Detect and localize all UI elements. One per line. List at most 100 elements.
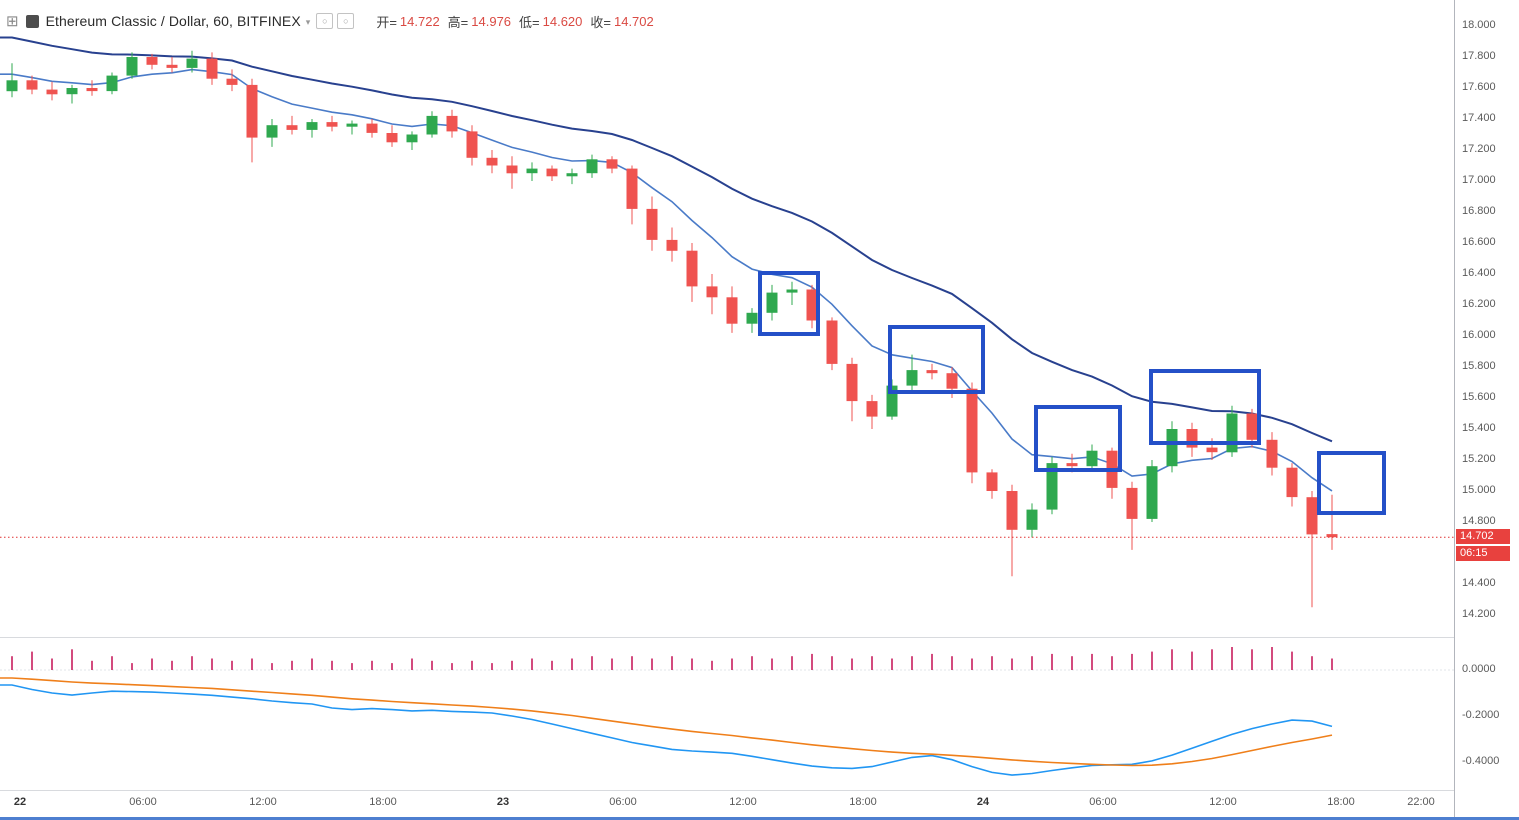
candle-body (266, 125, 278, 138)
candle-body (1066, 463, 1078, 467)
candle-body (106, 75, 118, 92)
indicator-axis-label: -0.4000 (1462, 755, 1500, 767)
indicator-blue-line (0, 684, 1333, 776)
candle-body (126, 57, 138, 76)
price-axis-label: 16.000 (1462, 329, 1496, 341)
chevron-down-icon[interactable]: ▾ (305, 16, 311, 27)
time-axis-label: 23 (496, 796, 510, 808)
candle-body (746, 312, 758, 324)
candle-body (986, 472, 998, 491)
series-style-icon[interactable] (25, 14, 39, 28)
candle-body (1306, 497, 1318, 535)
candle-body (286, 125, 298, 130)
annotation-box[interactable] (1034, 405, 1122, 472)
open-label: 开= (376, 14, 397, 30)
candle-body (1246, 413, 1258, 440)
close-value: 14.702 (613, 13, 654, 29)
low-label: 低= (519, 14, 540, 30)
ohlc-readout: 开= 14.722 高= 14.976 低= 14.620 收= 14.702 (368, 12, 653, 31)
candle-body (786, 289, 798, 293)
candle-body (306, 122, 318, 130)
candle-body (446, 115, 458, 132)
indicator-axis-label: -0.2000 (1462, 709, 1500, 721)
annotation-box[interactable] (1149, 369, 1261, 445)
candle-body (546, 168, 558, 177)
candle-body (646, 208, 658, 240)
ma-fast-line (0, 68, 1333, 492)
price-axis-label: 16.800 (1462, 205, 1496, 217)
time-axis-label: 12:00 (249, 796, 277, 808)
price-axis-label: 16.400 (1462, 267, 1496, 279)
candle-body (706, 286, 718, 298)
time-axis-label: 12:00 (1209, 796, 1237, 808)
time-axis-label: 18:00 (849, 796, 877, 808)
candle-body (426, 115, 438, 135)
candle-body (766, 292, 778, 313)
candle-body (486, 157, 498, 166)
candle-body (1126, 487, 1138, 519)
annotation-box[interactable] (888, 325, 985, 394)
candle-body (146, 57, 158, 65)
candle-body (1266, 439, 1278, 468)
chart-legend: ⊞ Ethereum Classic / Dollar, 60, BITFINE… (6, 10, 654, 32)
candle-body (1026, 509, 1038, 530)
symbol-title[interactable]: Ethereum Classic / Dollar, 60, BITFINEX (45, 13, 301, 29)
candle-body (566, 173, 578, 177)
time-axis-label: 22 (13, 796, 27, 808)
candle-body (66, 88, 78, 95)
candle-body (1226, 413, 1238, 453)
candle-body (206, 58, 218, 79)
candle-body (586, 159, 598, 174)
price-axis-label: 17.400 (1462, 112, 1496, 124)
time-axis-divider (0, 790, 1519, 791)
price-axis-label: 17.200 (1462, 143, 1496, 155)
annotation-box[interactable] (758, 271, 820, 336)
candle-body (26, 80, 38, 90)
candle-body (1326, 534, 1338, 538)
close-label: 收= (590, 14, 611, 30)
price-axis-label: 17.800 (1462, 50, 1496, 62)
candle-body (946, 373, 958, 389)
time-axis-label: 06:00 (1089, 796, 1117, 808)
price-axis-label: 15.400 (1462, 422, 1496, 434)
candle-body (666, 239, 678, 251)
annotation-box[interactable] (1317, 451, 1386, 515)
time-axis[interactable]: 22 06:00 12:00 18:00 23 06:00 12:00 18:00 24 06:0… (0, 791, 1454, 818)
price-axis-label: 15.800 (1462, 360, 1496, 372)
price-axis[interactable]: 14.702 06:15 18.000 17.800 17.600 17.400 17.… (1454, 0, 1519, 818)
price-axis-label: 15.600 (1462, 391, 1496, 403)
pane-divider[interactable] (0, 637, 1519, 638)
price-axis-label: 14.800 (1462, 515, 1496, 527)
candle-body (1166, 429, 1178, 467)
settings-icon[interactable]: ○ (337, 13, 355, 29)
candle-body (246, 84, 258, 138)
candle-body (186, 58, 198, 68)
candle-body (86, 88, 98, 92)
candle-body (686, 250, 698, 287)
time-axis-label: 22:00 (1407, 796, 1435, 808)
candle-body (1086, 450, 1098, 467)
ma-slow-line (0, 36, 1333, 443)
candle-body (1146, 466, 1158, 519)
candle-body (606, 159, 618, 169)
candle-body (326, 122, 338, 127)
last-price-badge: 14.702 (1456, 529, 1510, 545)
low-value: 14.620 (542, 13, 583, 29)
candle-body (826, 320, 838, 364)
indicator-orange-line (0, 677, 1333, 767)
candle-body (886, 385, 898, 417)
candle-body (506, 165, 518, 174)
candle-body (346, 123, 358, 127)
candle-body (806, 289, 818, 321)
grid-layout-icon[interactable]: ⊞ (6, 12, 19, 30)
visibility-toggle-icon[interactable]: ○ (316, 13, 334, 29)
price-axis-label: 18.000 (1462, 19, 1496, 31)
candle-body (626, 168, 638, 209)
indicator-axis-label: 0.0000 (1462, 663, 1496, 675)
time-axis-label: 06:00 (129, 796, 157, 808)
time-axis-label: 24 (976, 796, 990, 808)
chart-canvas[interactable] (0, 0, 1455, 790)
price-axis-label: 16.600 (1462, 236, 1496, 248)
time-axis-label: 12:00 (729, 796, 757, 808)
price-axis-label: 17.000 (1462, 174, 1496, 186)
